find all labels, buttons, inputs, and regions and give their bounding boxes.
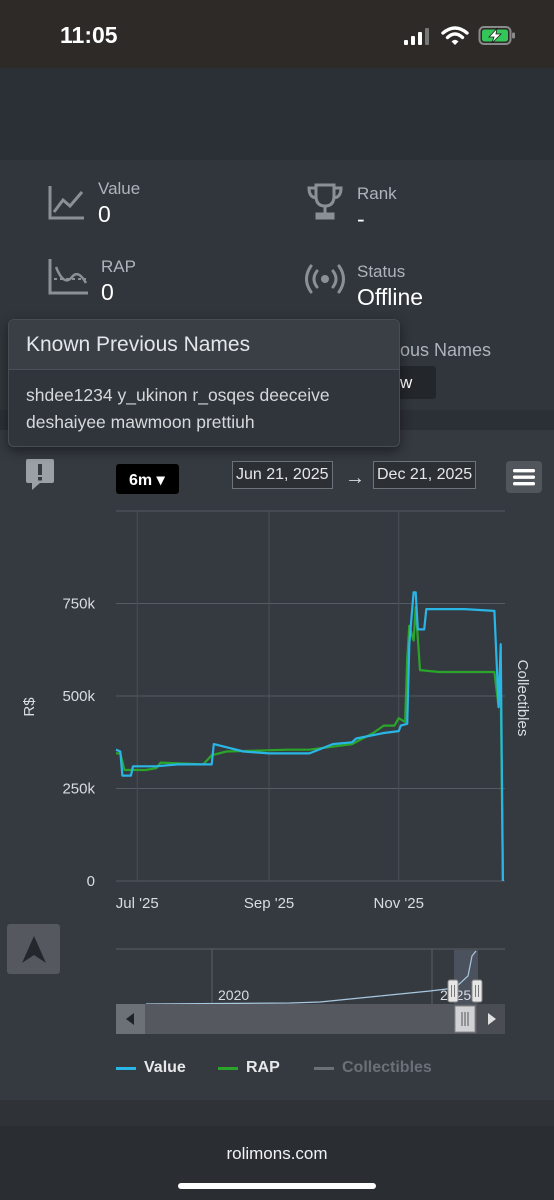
legend-value-swatch bbox=[116, 1067, 136, 1070]
rap-value: 0 bbox=[101, 279, 114, 305]
status-bar: 11:05 bbox=[0, 0, 554, 68]
status-value: Offline bbox=[357, 284, 424, 310]
rap-chart-icon bbox=[48, 259, 88, 295]
status-time: 11:05 bbox=[60, 22, 118, 48]
previous-names-label: ious Names bbox=[396, 340, 492, 360]
popover-title: Known Previous Names bbox=[26, 333, 251, 356]
date-from-input[interactable]: Jun 21, 2025 bbox=[232, 461, 333, 489]
legend-item-value[interactable]: Value bbox=[116, 1058, 196, 1080]
y-tick-label: 750k bbox=[62, 596, 95, 613]
broadcast-icon bbox=[305, 264, 345, 294]
chart-legend: Value RAP Collectibles bbox=[116, 1058, 476, 1082]
y-tick-label: 500k bbox=[62, 688, 95, 705]
date-to-input[interactable]: Dec 21, 2025 bbox=[373, 461, 477, 489]
signal-icon bbox=[404, 28, 429, 45]
home-indicator bbox=[178, 1183, 376, 1189]
browser-footer: rolimons.com bbox=[0, 1100, 554, 1200]
navigator-label-2020: 2020 bbox=[218, 987, 249, 1003]
line-chart-icon bbox=[48, 186, 84, 220]
page-header-band bbox=[0, 68, 554, 160]
previous-names-line-2: deshaiyee mawmoon prettiuh bbox=[26, 412, 255, 432]
value-label: Value bbox=[98, 179, 141, 198]
range-select-button[interactable]: 6m ▾ bbox=[116, 464, 179, 494]
legend-rap-swatch bbox=[218, 1067, 238, 1070]
rank-value: - bbox=[357, 206, 365, 232]
previous-names-line-1: shdee1234 y_ukinon r_osqes deeceive bbox=[26, 385, 330, 405]
x-tick-label: Nov '25 bbox=[374, 895, 424, 912]
chart-menu-button[interactable] bbox=[506, 461, 542, 493]
rank-label: Rank bbox=[357, 184, 397, 203]
y2-axis-title: Collectibles bbox=[514, 660, 531, 737]
x-tick-label: Jul '25 bbox=[116, 895, 159, 912]
scroll-left-arrow-icon bbox=[126, 1013, 134, 1025]
navigator-right-handle[interactable] bbox=[471, 979, 483, 1003]
hamburger-icon bbox=[513, 469, 535, 486]
rap-label: RAP bbox=[101, 257, 136, 276]
wifi-icon bbox=[441, 26, 469, 45]
series-line-rap bbox=[116, 606, 504, 882]
battery-charging-icon bbox=[478, 26, 515, 45]
popover-header: Known Previous Names bbox=[9, 320, 399, 370]
url-bar[interactable]: rolimons.com bbox=[0, 1126, 554, 1200]
value-chart-panel: 6m ▾ Jun 21, 2025 → Dec 21, 2025 0 250k 50… bbox=[0, 430, 554, 1100]
navigation-arrow-icon bbox=[22, 936, 46, 963]
chart-navigator[interactable]: 2020 2025 bbox=[0, 946, 554, 1038]
legend-collectibles-swatch bbox=[314, 1067, 334, 1070]
previous-names-popover: Known Previous Names shdee1234 y_ukinon … bbox=[8, 319, 400, 447]
navigator-left-handle[interactable] bbox=[447, 979, 459, 1003]
date-range-arrow: → bbox=[345, 467, 365, 489]
series-line-value bbox=[115, 591, 504, 882]
legend-item-rap[interactable]: RAP bbox=[218, 1058, 298, 1080]
value-amount: 0 bbox=[98, 201, 111, 227]
url-text: rolimons.com bbox=[226, 1144, 328, 1163]
y-tick-label: 0 bbox=[87, 873, 95, 890]
scroll-top-button[interactable] bbox=[7, 924, 60, 974]
comment-exclamation-icon[interactable] bbox=[24, 458, 56, 492]
status-label: Status bbox=[357, 262, 406, 281]
legend-item-collectibles[interactable]: Collectibles bbox=[314, 1058, 454, 1080]
x-tick-label: Sep '25 bbox=[244, 895, 294, 912]
y-tick-label: 250k bbox=[62, 781, 95, 798]
y-axis-title: R$ bbox=[21, 697, 38, 717]
value-rap-chart: 0 250k 500k 750k Jul '25 Sep '25 Nov '25 R$ C… bbox=[21, 510, 531, 912]
trophy-icon bbox=[307, 183, 343, 220]
scroll-right-arrow-icon bbox=[488, 1013, 496, 1025]
